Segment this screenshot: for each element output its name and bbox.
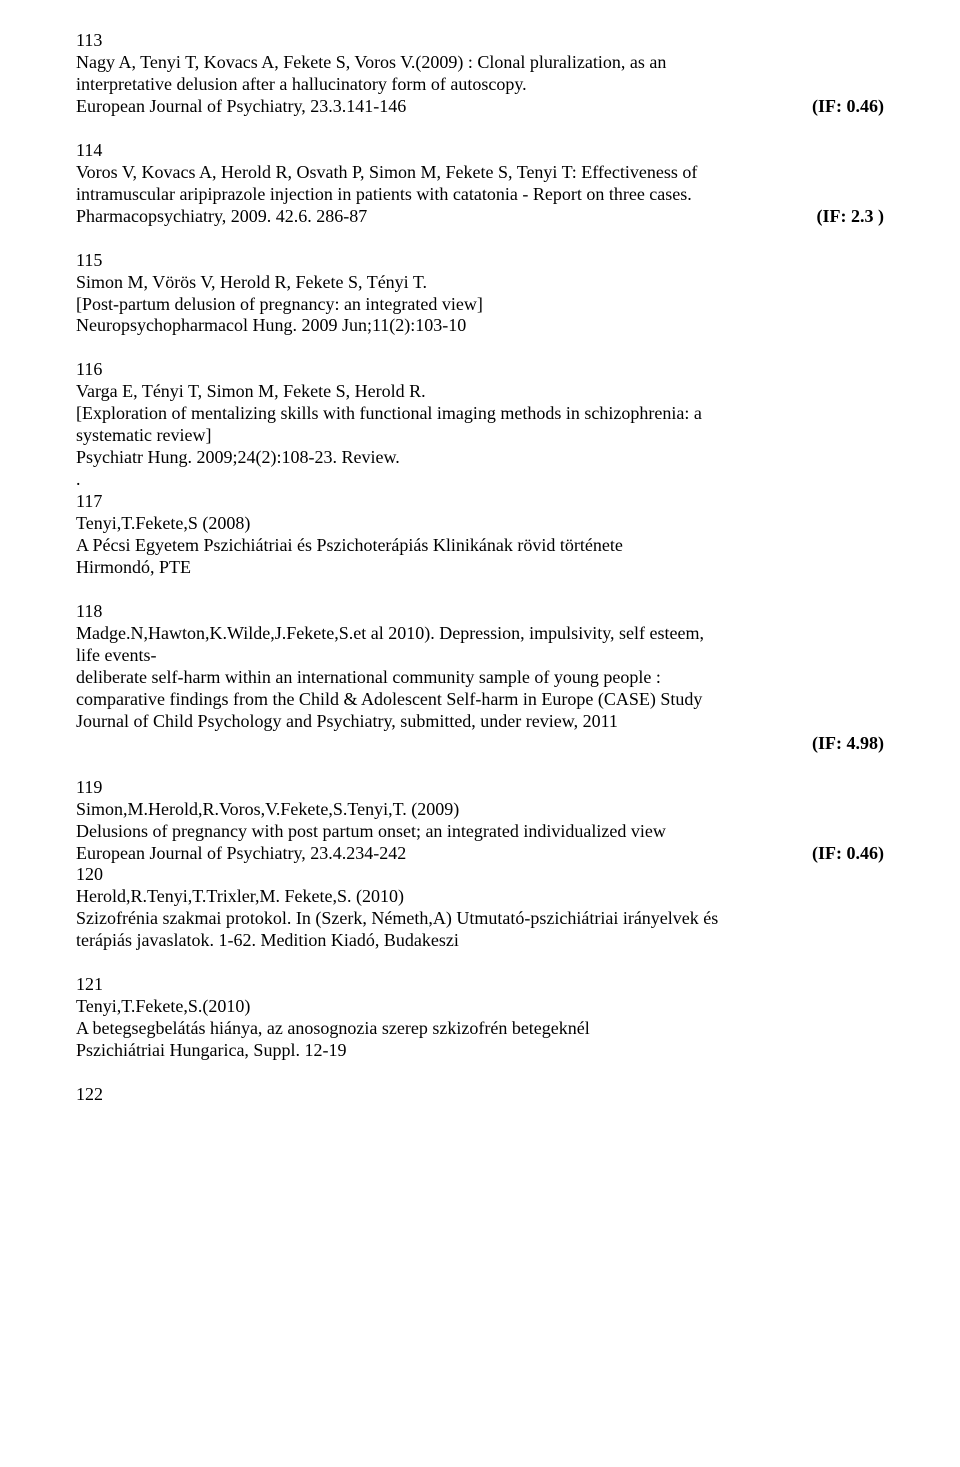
impact-factor-line: (IF: 4.98) [76, 733, 884, 755]
impact-factor: (IF: 0.46) [812, 96, 884, 118]
reference-number: 117 [76, 491, 884, 513]
reference-text: Pszichiátriai Hungarica, Suppl. 12-19 [76, 1040, 884, 1062]
reference-text: Szizofrénia szakmai protokol. In (Szerk,… [76, 908, 884, 930]
reference-text: Neuropsychopharmacol Hung. 2009 Jun;11(2… [76, 315, 884, 337]
reference-text: Voros V, Kovacs A, Herold R, Osvath P, S… [76, 162, 884, 184]
reference-entry: 113Nagy A, Tenyi T, Kovacs A, Fekete S, … [76, 30, 884, 118]
reference-text: terápiás javaslatok. 1-62. Medition Kiad… [76, 930, 884, 952]
reference-number: 113 [76, 30, 884, 52]
reference-text: deliberate self-harm within an internati… [76, 667, 884, 689]
reference-text: intramuscular aripiprazole injection in … [76, 184, 884, 206]
reference-number: 118 [76, 601, 884, 623]
impact-factor: (IF: 4.98) [812, 733, 884, 753]
journal-row: European Journal of Psychiatry, 23.4.234… [76, 843, 884, 865]
reference-text: Tenyi,T.Fekete,S.(2010) [76, 996, 884, 1018]
reference-text: A Pécsi Egyetem Pszichiátriai és Pszicho… [76, 535, 884, 557]
reference-text: Nagy A, Tenyi T, Kovacs A, Fekete S, Vor… [76, 52, 884, 74]
reference-text: [Post-partum delusion of pregnancy: an i… [76, 294, 884, 316]
reference-entry: 118Madge.N,Hawton,K.Wilde,J.Fekete,S.et … [76, 601, 884, 755]
reference-number: 116 [76, 359, 884, 381]
reference-text: Simon,M.Herold,R.Voros,V.Fekete,S.Tenyi,… [76, 799, 884, 821]
reference-entry: 122 [76, 1084, 884, 1106]
journal-text: Pharmacopsychiatry, 2009. 42.6. 286-87 [76, 206, 367, 228]
reference-text: Varga E, Tényi T, Simon M, Fekete S, Her… [76, 381, 884, 403]
impact-factor: (IF: 0.46) [812, 843, 884, 865]
reference-number: 121 [76, 974, 884, 996]
reference-text: Hirmondó, PTE [76, 557, 884, 579]
reference-text: A betegsegbelátás hiánya, az anosognozia… [76, 1018, 884, 1040]
reference-text: comparative findings from the Child & Ad… [76, 689, 884, 711]
reference-text: Journal of Child Psychology and Psychiat… [76, 711, 884, 733]
reference-text: interpretative delusion after a hallucin… [76, 74, 884, 96]
reference-number: 114 [76, 140, 884, 162]
reference-entry: 121Tenyi,T.Fekete,S.(2010)A betegsegbelá… [76, 974, 884, 1062]
reference-number: 115 [76, 250, 884, 272]
reference-number: 119 [76, 777, 884, 799]
reference-text: Psychiatr Hung. 2009;24(2):108-23. Revie… [76, 447, 884, 469]
reference-text: Delusions of pregnancy with post partum … [76, 821, 884, 843]
reference-number: 120 [76, 864, 884, 886]
reference-text: systematic review] [76, 425, 884, 447]
journal-text: European Journal of Psychiatry, 23.3.141… [76, 96, 406, 118]
reference-entry: 119Simon,M.Herold,R.Voros,V.Fekete,S.Ten… [76, 777, 884, 865]
reference-entry: 117Tenyi,T.Fekete,S (2008)A Pécsi Egyete… [76, 491, 884, 579]
reference-text: life events- [76, 645, 884, 667]
impact-factor: (IF: 2.3 ) [817, 206, 884, 228]
reference-entry: 116Varga E, Tényi T, Simon M, Fekete S, … [76, 359, 884, 491]
reference-entry: 115Simon M, Vörös V, Herold R, Fekete S,… [76, 250, 884, 338]
reference-entry: 114Voros V, Kovacs A, Herold R, Osvath P… [76, 140, 884, 228]
reference-text: Madge.N,Hawton,K.Wilde,J.Fekete,S.et al … [76, 623, 884, 645]
journal-row: European Journal of Psychiatry, 23.3.141… [76, 96, 884, 118]
journal-text: European Journal of Psychiatry, 23.4.234… [76, 843, 406, 865]
reference-entry: 120Herold,R.Tenyi,T.Trixler,M. Fekete,S.… [76, 864, 884, 952]
journal-row: Pharmacopsychiatry, 2009. 42.6. 286-87 (I… [76, 206, 884, 228]
reference-text: Simon M, Vörös V, Herold R, Fekete S, Té… [76, 272, 884, 294]
reference-text: [Exploration of mentalizing skills with … [76, 403, 884, 425]
reference-text: . [76, 469, 884, 491]
reference-text: Herold,R.Tenyi,T.Trixler,M. Fekete,S. (2… [76, 886, 884, 908]
reference-number: 122 [76, 1084, 884, 1106]
reference-text: Tenyi,T.Fekete,S (2008) [76, 513, 884, 535]
document-page: 113Nagy A, Tenyi T, Kovacs A, Fekete S, … [0, 0, 960, 1158]
